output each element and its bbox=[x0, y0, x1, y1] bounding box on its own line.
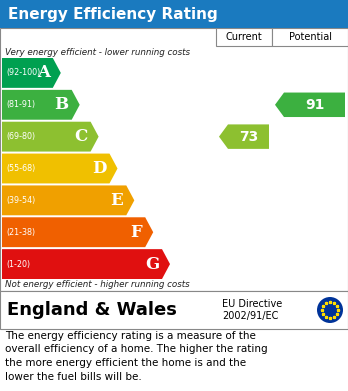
Text: (39-54): (39-54) bbox=[6, 196, 35, 205]
Polygon shape bbox=[2, 249, 170, 279]
Text: Not energy efficient - higher running costs: Not energy efficient - higher running co… bbox=[5, 280, 190, 289]
Text: (81-91): (81-91) bbox=[6, 100, 35, 109]
Polygon shape bbox=[2, 185, 134, 215]
Text: Current: Current bbox=[226, 32, 262, 42]
Text: C: C bbox=[74, 128, 88, 145]
Text: The energy efficiency rating is a measure of the: The energy efficiency rating is a measur… bbox=[5, 331, 256, 341]
Text: (92-100): (92-100) bbox=[6, 68, 40, 77]
Text: the more energy efficient the home is and the: the more energy efficient the home is an… bbox=[5, 358, 246, 368]
Text: Energy Efficiency Rating: Energy Efficiency Rating bbox=[8, 7, 218, 22]
Text: England & Wales: England & Wales bbox=[7, 301, 177, 319]
Text: 2002/91/EC: 2002/91/EC bbox=[222, 311, 278, 321]
Bar bbox=[0, 291, 348, 329]
Text: 91: 91 bbox=[305, 98, 324, 112]
Polygon shape bbox=[2, 90, 80, 120]
Bar bbox=[0, 28, 348, 291]
Text: D: D bbox=[92, 160, 106, 177]
Text: A: A bbox=[37, 65, 50, 81]
Text: 73: 73 bbox=[239, 130, 258, 143]
Bar bbox=[0, 0, 348, 28]
Text: (69-80): (69-80) bbox=[6, 132, 35, 141]
Text: G: G bbox=[145, 256, 159, 273]
Text: overall efficiency of a home. The higher the rating: overall efficiency of a home. The higher… bbox=[5, 344, 268, 355]
Text: (1-20): (1-20) bbox=[6, 260, 30, 269]
Text: (21-38): (21-38) bbox=[6, 228, 35, 237]
Text: EU Directive: EU Directive bbox=[222, 299, 282, 309]
Bar bbox=[216, 28, 272, 46]
Text: Potential: Potential bbox=[288, 32, 332, 42]
Text: F: F bbox=[130, 224, 142, 241]
Polygon shape bbox=[2, 217, 153, 247]
Polygon shape bbox=[219, 124, 269, 149]
Polygon shape bbox=[2, 154, 118, 183]
Text: E: E bbox=[111, 192, 123, 209]
Text: B: B bbox=[55, 96, 69, 113]
Polygon shape bbox=[275, 93, 345, 117]
Bar bbox=[272, 28, 348, 46]
Text: Very energy efficient - lower running costs: Very energy efficient - lower running co… bbox=[5, 48, 190, 57]
Polygon shape bbox=[2, 122, 98, 152]
Text: (55-68): (55-68) bbox=[6, 164, 35, 173]
Text: lower the fuel bills will be.: lower the fuel bills will be. bbox=[5, 371, 142, 382]
Circle shape bbox=[317, 297, 343, 323]
Polygon shape bbox=[2, 58, 61, 88]
